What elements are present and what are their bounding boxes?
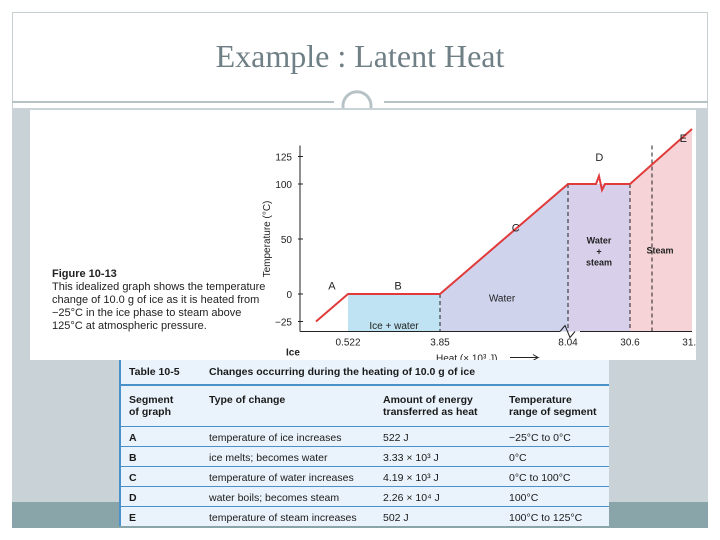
cell-range: 0°C — [509, 452, 527, 464]
cell-energy: 3.33 × 10³ J — [383, 452, 439, 464]
table-title: Changes occurring during the heating of … — [209, 366, 476, 378]
region-water-steam — [568, 184, 630, 332]
region-label-steam: Steam — [646, 245, 673, 255]
y-axis-title: Temperature (°C) — [262, 201, 273, 278]
cell-range: 0°C to 100°C — [509, 472, 571, 484]
cell-change: temperature of ice increases — [209, 432, 342, 444]
y-tick-label: 50 — [281, 235, 293, 246]
segment-label: D — [595, 152, 603, 164]
table-row: B ice melts; becomes water 3.33 × 10³ J … — [121, 446, 609, 467]
col-header-segment: Segment of graph — [129, 394, 173, 418]
cell-range: 100°C — [509, 492, 539, 504]
data-table: Table 10-5 Changes occurring during the … — [119, 360, 609, 526]
table-row: A temperature of ice increases 522 J −25… — [121, 426, 609, 447]
cell-change: temperature of steam increases — [209, 512, 357, 524]
col-header-energy: Amount of energy transferred as heat — [383, 394, 478, 418]
cell-segment: B — [129, 452, 137, 464]
region-label-water-steam: Water — [587, 235, 612, 245]
x-tick-label: 3.85 — [430, 338, 450, 349]
region-label-ice-water: Ice + water — [369, 321, 419, 332]
heating-curve-line — [315, 128, 693, 323]
figure-caption: Figure 10-13 This idealized graph shows … — [52, 268, 272, 333]
y-tick-label: 0 — [286, 290, 292, 301]
region-label-water-steam: steam — [586, 257, 612, 267]
x-tick-label: 31.1 — [682, 338, 696, 349]
x-axis-arrow-icon — [510, 354, 540, 360]
region-water — [440, 184, 568, 332]
col-header-range-line1: Temperature — [509, 394, 572, 406]
col-header-energy-line2: transferred as heat — [383, 406, 478, 418]
region-label-water-steam: + — [596, 246, 601, 256]
cell-energy: 2.26 × 10⁴ J — [383, 492, 440, 504]
region-steam — [630, 129, 692, 332]
cell-segment: E — [129, 512, 137, 524]
title-rule-left — [12, 101, 334, 103]
cell-change: ice melts; becomes water — [209, 452, 328, 464]
col-header-range: Temperature range of segment — [509, 394, 597, 418]
x-tick-label: 30.6 — [620, 338, 640, 349]
slide-title: Example : Latent Heat — [215, 38, 505, 74]
cell-range: −25°C to 0°C — [509, 432, 571, 444]
cell-energy: 522 J — [383, 432, 409, 444]
title-rule-right — [384, 101, 708, 103]
cell-segment: C — [129, 472, 137, 484]
col-header-change-line1: Type of change — [209, 394, 286, 406]
segment-label: C — [512, 222, 520, 234]
region-label-water: Water — [489, 293, 516, 304]
y-tick-label: 100 — [275, 180, 292, 191]
cell-segment: A — [129, 432, 137, 444]
ring-ornament-icon — [341, 90, 373, 112]
segment-label: A — [328, 281, 336, 293]
cell-energy: 502 J — [383, 512, 409, 524]
cell-energy: 4.19 × 10³ J — [383, 472, 439, 484]
axis-break-mark — [559, 324, 576, 339]
figure-panel: Figure 10-13 This idealized graph shows … — [30, 110, 696, 360]
table-header-bar: Table 10-5 Changes occurring during the … — [121, 360, 609, 386]
col-header-energy-line1: Amount of energy — [383, 394, 473, 406]
x-axis-title: Heat (× 10³ J) — [436, 354, 497, 361]
table-row: E temperature of steam increases 502 J 1… — [121, 506, 609, 527]
table-number: Table 10-5 — [129, 366, 180, 378]
y-tick-label: 125 — [275, 153, 292, 164]
x-sublabel: Ice — [286, 348, 300, 359]
x-tick-label: 0.522 — [335, 338, 360, 349]
table-row: D water boils; becomes steam 2.26 × 10⁴ … — [121, 486, 609, 507]
cell-range: 100°C to 125°C — [509, 512, 583, 524]
col-header-segment-line2: of graph — [129, 406, 171, 418]
cell-change: water boils; becomes steam — [209, 492, 340, 504]
col-header-segment-line1: Segment — [129, 394, 174, 406]
table-row: C temperature of water increases 4.19 × … — [121, 466, 609, 487]
cell-segment: D — [129, 492, 137, 504]
heating-curve-chart: 125 100 50 0 −25 0.522 3.85 8.04 30.6 31.1 Ice Heat… — [262, 128, 696, 361]
y-tick-label: −25 — [275, 318, 292, 329]
segment-label: B — [394, 281, 401, 293]
cell-change: temperature of water increases — [209, 472, 354, 484]
x-tick-label: 8.04 — [558, 338, 578, 349]
col-header-change: Type of change — [209, 394, 285, 406]
caption-text: This idealized graph shows the temperatu… — [52, 281, 266, 332]
region-ice-water — [348, 294, 440, 332]
caption-heading: Figure 10-13 — [52, 268, 117, 280]
col-header-range-line2: range of segment — [509, 406, 597, 418]
segment-label: E — [680, 133, 687, 145]
